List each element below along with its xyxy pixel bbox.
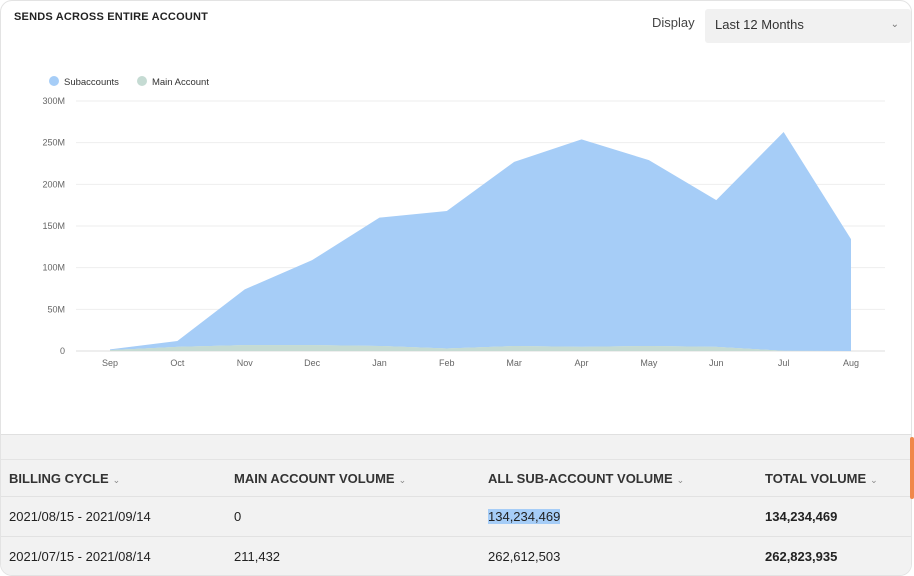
main-volume-cell: 0 — [234, 509, 242, 524]
total-volume-cell: 262,823,935 — [765, 549, 838, 564]
display-value: Last 12 Months — [715, 17, 804, 32]
area-main-account-overlay — [110, 345, 851, 351]
x-tick-label: Nov — [237, 358, 254, 368]
display-label: Display — [652, 15, 695, 30]
y-tick-label: 50M — [47, 304, 65, 314]
x-tick-label: Sep — [102, 358, 118, 368]
y-tick-label: 300M — [42, 96, 65, 106]
billing-cycle-cell: 2021/07/15 - 2021/08/14 — [9, 549, 151, 564]
y-tick-label: 200M — [42, 179, 65, 189]
table-row: 2021/07/15 - 2021/08/14 211,432 262,612,… — [1, 537, 911, 575]
x-tick-label: Dec — [304, 358, 321, 368]
table-row: 2021/08/15 - 2021/09/14 0 134,234,469 13… — [1, 497, 911, 537]
sub-volume-cell: 134,234,469 — [488, 509, 561, 524]
x-tick-label: Jan — [372, 358, 387, 368]
sub-volume-cell: 262,612,503 — [488, 549, 561, 564]
volume-table: BILLING CYCLE ⌄ MAIN ACCOUNT VOLUME ⌄ ALL … — [1, 434, 911, 575]
y-tick-label: 100M — [42, 263, 65, 273]
chevron-down-icon: ⌄ — [890, 19, 899, 30]
y-tick-label: 150M — [42, 221, 65, 231]
x-tick-label: Mar — [506, 358, 522, 368]
header-main-account-volume[interactable]: MAIN ACCOUNT VOLUME ⌄ — [234, 471, 407, 486]
display-select[interactable]: Last 12 Months ⌄ — [705, 9, 911, 43]
x-tick-label: Jun — [709, 358, 724, 368]
area-subaccounts — [110, 131, 851, 351]
x-tick-label: Oct — [170, 358, 185, 368]
chevron-down-icon: ⌄ — [398, 475, 407, 485]
legend-dot-icon — [49, 76, 59, 86]
card-title: SENDS ACROSS ENTIRE ACCOUNT — [14, 11, 209, 23]
legend-subaccounts[interactable]: Subaccounts — [49, 76, 119, 88]
y-tick-label: 0 — [60, 346, 65, 356]
area-chart: 0 50M 100M 150M 200M 250M 300M Sep Oct Nov Dec Jan F… — [42, 96, 885, 368]
legend-dot-icon — [136, 76, 147, 86]
chevron-down-icon: ⌄ — [870, 475, 878, 485]
chart-legend: Subaccounts Main Account — [49, 76, 209, 88]
header-billing-cycle[interactable]: BILLING CYCLE ⌄ — [9, 471, 121, 486]
scroll-indicator[interactable] — [910, 437, 914, 499]
header-total-volume[interactable]: TOTAL VOLUME ⌄ — [765, 471, 878, 486]
x-tick-label: May — [640, 358, 658, 368]
x-tick-label: Feb — [439, 358, 455, 368]
legend-main-account[interactable]: Main Account — [136, 76, 209, 88]
main-volume-cell: 211,432 — [234, 549, 281, 564]
chevron-down-icon: ⌄ — [676, 475, 685, 485]
chevron-down-icon: ⌄ — [112, 475, 121, 485]
total-volume-cell: 134,234,469 — [765, 509, 838, 524]
x-tick-label: Apr — [575, 358, 589, 368]
x-tick-label: Jul — [778, 358, 790, 368]
x-tick-label: Aug — [843, 358, 859, 368]
header-sub-account-volume[interactable]: ALL SUB-ACCOUNT VOLUME ⌄ — [488, 471, 685, 486]
y-tick-label: 250M — [42, 138, 65, 148]
table-header-row: BILLING CYCLE ⌄ MAIN ACCOUNT VOLUME ⌄ ALL … — [1, 459, 911, 497]
billing-cycle-cell: 2021/08/15 - 2021/09/14 — [9, 509, 151, 524]
